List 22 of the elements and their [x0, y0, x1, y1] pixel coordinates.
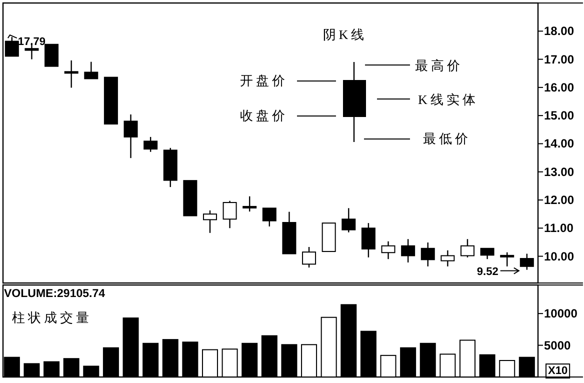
y-tick-label: 12.00: [544, 192, 574, 207]
y-tick-label: 18.00: [544, 24, 574, 38]
annotation: 17.79: [18, 36, 46, 48]
y-tick-label: 15.00: [544, 108, 574, 123]
y-tick-label: 16.00: [544, 80, 574, 94]
text: X10: [548, 365, 568, 377]
annotation: 最高价: [415, 58, 463, 73]
y-tick-label: 11.00: [544, 221, 574, 236]
y-tick-label: 13.00: [544, 164, 574, 179]
annotation: 阴K线: [322, 27, 368, 42]
annotation: 最低价: [423, 131, 471, 146]
y-tick-label: 14.00: [544, 136, 574, 151]
y-tick-label: 10000: [544, 306, 578, 321]
annotation: 开盘价: [240, 73, 288, 88]
annotation: 柱状成交量: [12, 310, 92, 325]
annotation: K线实体: [418, 92, 478, 107]
annotation: 收盘价: [240, 108, 288, 123]
y-tick-label: 10.00: [544, 249, 574, 264]
annotation: 9.52: [476, 266, 498, 278]
chart-title: VOLUME:29105.74: [4, 288, 106, 300]
y-tick-label: 17.00: [544, 52, 574, 66]
y-tick-label: 5000: [544, 338, 572, 352]
